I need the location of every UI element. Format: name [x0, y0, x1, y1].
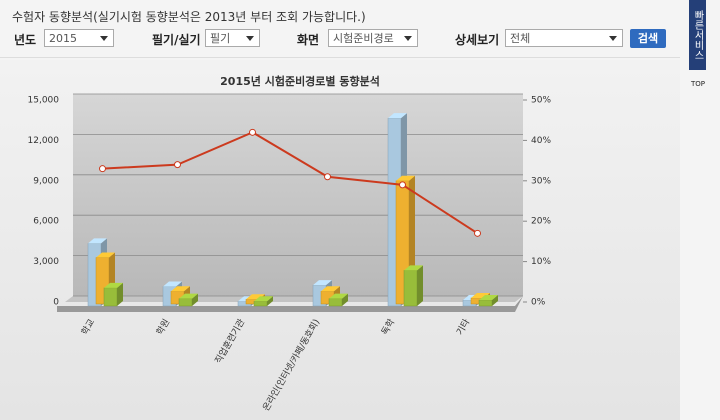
bar-front [103, 287, 118, 307]
filter-select[interactable]: 전체 [505, 29, 623, 47]
header-title: 수험자 동향분석(실기시험 동향분석은 2013년 부터 조회 가능합니다.) [12, 10, 366, 24]
y-tick-label: 9,000 [33, 176, 59, 186]
bar-side [192, 293, 198, 306]
filter-label: 화면 [297, 33, 320, 47]
chart-title: 2015년 시험준비경로별 동향분석 [220, 74, 380, 88]
bar-front [178, 298, 193, 307]
bar-top [313, 280, 332, 286]
plot-floor [65, 296, 523, 302]
plot-wall [73, 94, 523, 296]
bar [253, 296, 273, 307]
top-button[interactable]: TOP [690, 80, 705, 88]
line-point [99, 165, 106, 173]
filter-label: 필기/실기 [152, 33, 201, 47]
bar-front [478, 299, 493, 307]
y-tick-label: 3,000 [33, 257, 59, 267]
bar [403, 265, 423, 307]
filter-label: 상세보기 [455, 33, 500, 47]
search-button[interactable]: 검색 [630, 29, 666, 48]
bar [103, 282, 123, 307]
y2-tick-label: 30% [531, 176, 551, 186]
bar-top [321, 286, 340, 292]
bar-top [329, 293, 348, 299]
bar-front [328, 298, 343, 307]
bar-side [417, 265, 423, 306]
bar-top [96, 252, 115, 258]
bar-side [342, 293, 348, 306]
y2-tick-label: 40% [531, 136, 551, 146]
y2-tick-label: 0% [531, 298, 546, 308]
plot-floor-front [57, 296, 523, 312]
line-point [249, 128, 256, 136]
filter-select[interactable]: 필기 [205, 29, 260, 47]
bar-top [254, 296, 273, 302]
quick-service[interactable]: 빠른서비스 [689, 0, 706, 70]
bar-front [253, 301, 268, 307]
y-tick-label: 6,000 [33, 217, 59, 227]
bar-top [388, 113, 407, 119]
bar-top [163, 281, 182, 287]
filter-select[interactable]: 시험준비경로 [328, 29, 418, 47]
bar-top [88, 238, 107, 244]
bar-side [492, 294, 498, 306]
y-tick-label: 0 [53, 298, 59, 308]
line-point [474, 229, 481, 237]
line-point [174, 161, 181, 169]
filter-select[interactable]: 2015 [44, 29, 114, 47]
bar-top [104, 282, 123, 288]
y-tick-label: 12,000 [28, 136, 60, 146]
y2-tick-label: 20% [531, 217, 551, 227]
divider [0, 57, 680, 58]
bar [328, 293, 348, 307]
bar-top [396, 175, 415, 181]
y2-tick-label: 10% [531, 257, 551, 267]
y2-tick-label: 50% [531, 96, 551, 106]
bar-side [267, 296, 273, 306]
line-point [399, 181, 406, 189]
bar [478, 294, 498, 307]
bar-top [404, 265, 423, 271]
bar [178, 293, 198, 307]
chart: 2015년 시험준비경로별 동향분석 0 3,000 6,000 9,000 12,00… [0, 60, 680, 420]
bar-front [403, 270, 418, 307]
bar-side [117, 282, 123, 306]
filter-label: 년도 [14, 33, 37, 47]
line-point [324, 173, 331, 181]
y-tick-label: 15,000 [28, 96, 60, 106]
bar-top [171, 286, 190, 292]
bar-top [479, 294, 498, 300]
line [102, 131, 479, 235]
bar-top [179, 293, 198, 299]
